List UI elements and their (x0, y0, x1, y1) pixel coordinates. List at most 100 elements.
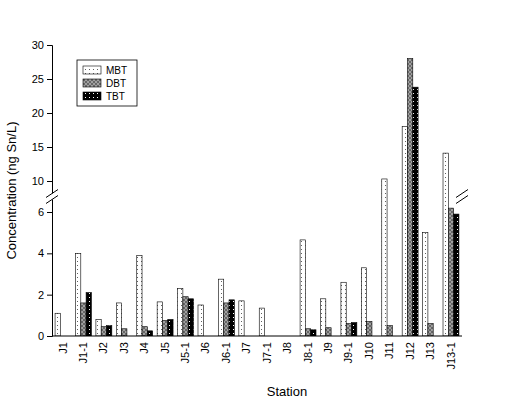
bar (443, 153, 448, 336)
legend-swatch (83, 92, 101, 100)
x-axis: J1 J1-1 J2 J3 J4 J5 J5-1 J6 J6-1 J7 J7-1 J8 J8-1 J9 J9… (52, 336, 462, 370)
bar (321, 299, 326, 336)
x-tick-label: J7-1 (261, 342, 273, 363)
x-tick-label: J6 (199, 342, 211, 354)
x-tick: J3 (118, 336, 130, 354)
bar (311, 330, 316, 336)
x-tick: J13-1 (444, 336, 456, 370)
y-tick: 20 (32, 107, 52, 119)
bar (259, 308, 264, 336)
x-tick-label: J9-1 (342, 342, 354, 363)
bars (55, 59, 459, 336)
x-tick-label: J13-1 (444, 342, 456, 370)
bar (178, 288, 183, 336)
axis-break-mark (456, 190, 468, 204)
y-tick-label: 10 (32, 175, 44, 187)
bar (346, 324, 351, 336)
y-tick: 10 (32, 175, 52, 187)
bar (454, 214, 459, 336)
x-tick: J9 (322, 336, 334, 354)
x-tick-label: J7 (240, 342, 252, 354)
y-tick: 4 (38, 247, 52, 259)
legend-swatch (83, 79, 101, 87)
bar (147, 331, 152, 336)
bar (198, 305, 203, 336)
bar (367, 322, 372, 336)
axis-break (456, 190, 468, 204)
bar (361, 268, 366, 336)
bar (352, 323, 357, 336)
x-tick-label: J3 (118, 342, 130, 354)
bar (75, 253, 80, 336)
x-tick-label: J11 (383, 342, 395, 359)
x-axis-title: Station (267, 384, 307, 399)
x-tick: J5 (159, 336, 171, 354)
bar (162, 321, 167, 337)
legend: MBTDBTTBT (77, 60, 137, 106)
bar (122, 329, 127, 336)
bar (168, 319, 173, 336)
y-tick: 15 (32, 141, 52, 153)
x-tick-label: J9 (322, 342, 334, 354)
x-tick: J12 (404, 336, 416, 360)
x-tick: J4 (138, 336, 150, 354)
x-tick-label: J10 (363, 342, 375, 360)
bar (387, 326, 392, 336)
bar (448, 208, 453, 336)
bar (218, 279, 223, 336)
legend-label: MBT (106, 65, 127, 76)
y-tick-label: 6 (38, 206, 44, 218)
x-tick: J7-1 (261, 336, 273, 363)
x-tick: J8 (281, 336, 293, 354)
x-axis-line (52, 336, 462, 337)
y-axis-line (47, 46, 53, 337)
x-tick-label: J12 (404, 342, 416, 360)
bar (428, 324, 433, 336)
bar (81, 303, 86, 336)
y-tick: 6 (38, 206, 52, 218)
bar (157, 302, 162, 336)
x-tick-label: J8-1 (302, 342, 314, 363)
legend-box (77, 60, 137, 106)
bar (341, 282, 346, 336)
bar (86, 293, 91, 336)
bar (55, 313, 60, 336)
axis-break (46, 190, 58, 204)
x-tick: J9-1 (342, 336, 354, 363)
bar (407, 59, 412, 336)
x-tick-label: J8 (281, 342, 293, 354)
bar (96, 319, 101, 336)
x-tick-label: J5-1 (179, 342, 191, 363)
y-tick: 25 (32, 73, 52, 85)
legend-label: TBT (106, 91, 125, 102)
x-tick: J1 (57, 336, 69, 354)
x-tick: J6-1 (220, 336, 232, 363)
bar (101, 327, 106, 336)
bar (224, 303, 229, 336)
y-tick-label: 4 (38, 247, 44, 259)
x-tick-label: J6-1 (220, 342, 232, 363)
y-tick-label: 25 (32, 73, 44, 85)
x-tick: J2 (97, 336, 109, 354)
x-tick-label: J5 (159, 342, 171, 354)
y-tick-mark (47, 212, 52, 213)
bar (239, 301, 244, 336)
y-tick-mark (47, 113, 52, 114)
bar (326, 328, 331, 336)
bar (382, 179, 387, 336)
x-tick-label: J2 (97, 342, 109, 354)
x-tick: J11 (383, 336, 395, 359)
y-tick: 30 (32, 39, 52, 51)
y-tick: 0 (38, 330, 52, 342)
x-tick: J1-1 (77, 336, 89, 363)
y-tick-mark (47, 147, 52, 148)
bar (107, 326, 112, 336)
bar (142, 327, 147, 336)
y-tick-mark (47, 295, 52, 296)
x-tick: J6 (199, 336, 211, 354)
y-tick-mark (47, 181, 52, 182)
bar (183, 297, 188, 336)
bar (188, 299, 193, 336)
x-tick-label: J1-1 (77, 342, 89, 363)
bar (300, 240, 305, 336)
